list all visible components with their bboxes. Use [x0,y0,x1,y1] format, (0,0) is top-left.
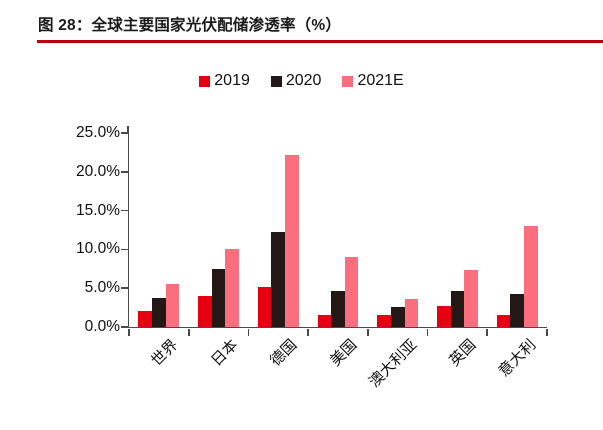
x-axis-category-label: 日本 [207,336,241,370]
legend-label: 2019 [214,72,250,89]
y-axis-tick-label: 5.0% [84,279,120,297]
bar-2021E-德国 [285,154,299,327]
bar-2019-意大利 [496,314,511,327]
legend-swatch-icon [270,75,282,87]
legend-label: 2021E [357,72,404,89]
legend-swatch-icon [199,75,211,87]
legend-item: 2020 [270,72,322,89]
x-axis-category-label: 澳大利亚 [365,336,421,391]
x-axis-tick [307,328,309,337]
x-axis-category-label: 意大利 [495,336,540,381]
chart-legend: 2019 2020 2021E [0,73,603,89]
x-axis-tick [187,328,190,337]
bar-2020-澳大利亚 [390,306,405,327]
legend-label: 2020 [285,72,322,89]
bar-2020-英国 [450,291,465,327]
x-axis-category-label: 美国 [327,336,361,370]
plot-area: 0.0% 5.0% 10.0% 15.0% 20.0% 25.0% 世界 日本 德国 美国 澳大利亚… [76,124,548,391]
title-divider-rule [37,40,603,43]
legend-item: 2019 [199,73,250,89]
x-axis-category-label: 德国 [267,336,301,370]
x-axis-tick [486,328,489,337]
x-axis-tick [426,328,429,337]
y-axis-tick [121,209,128,212]
legend-item: 2021E [342,72,404,89]
y-axis-tick [121,171,128,173]
y-axis-tick [121,326,128,328]
bar-2021E-澳大利亚 [404,299,419,327]
bar-2019-澳大利亚 [377,315,391,327]
bar-2020-日本 [211,268,226,327]
y-axis-tick-label: 25.0% [76,124,120,141]
bar-2019-日本 [198,295,212,327]
y-axis-tick [121,132,128,134]
x-axis-tick [546,328,548,337]
y-axis-tick-label: 20.0% [76,162,120,180]
x-axis-tick [247,328,250,337]
bar-2019-美国 [317,315,332,327]
bar-2021E-美国 [344,257,359,327]
figure-title: 图 28：全球主要国家光伏配储渗透率（%） [38,17,342,34]
x-axis-tick [367,328,369,337]
y-axis-tick-label: 15.0% [76,201,120,219]
bar-2019-英国 [437,306,451,327]
bar-2021E-世界 [165,283,180,327]
y-axis-tick-label: 10.0% [76,240,120,258]
bar-2021E-英国 [464,270,478,327]
bar-2020-美国 [331,290,345,327]
bar-2019-世界 [138,311,153,327]
x-axis-category-label: 世界 [147,336,182,370]
bar-2021E-意大利 [523,226,538,327]
bar-2019-德国 [257,287,272,327]
bar-2021E-日本 [225,249,239,327]
y-axis-tick [121,287,128,289]
bar-2020-世界 [152,298,166,327]
legend-swatch-icon [342,75,354,87]
y-axis-tick-label: 0.0% [84,318,120,335]
y-axis-line-extension [127,126,129,133]
y-axis-tick [121,248,128,251]
x-axis-tick [128,328,130,337]
x-axis-category-label: 英国 [446,336,480,370]
bar-2020-德国 [271,231,286,327]
bar-2020-意大利 [510,294,524,327]
